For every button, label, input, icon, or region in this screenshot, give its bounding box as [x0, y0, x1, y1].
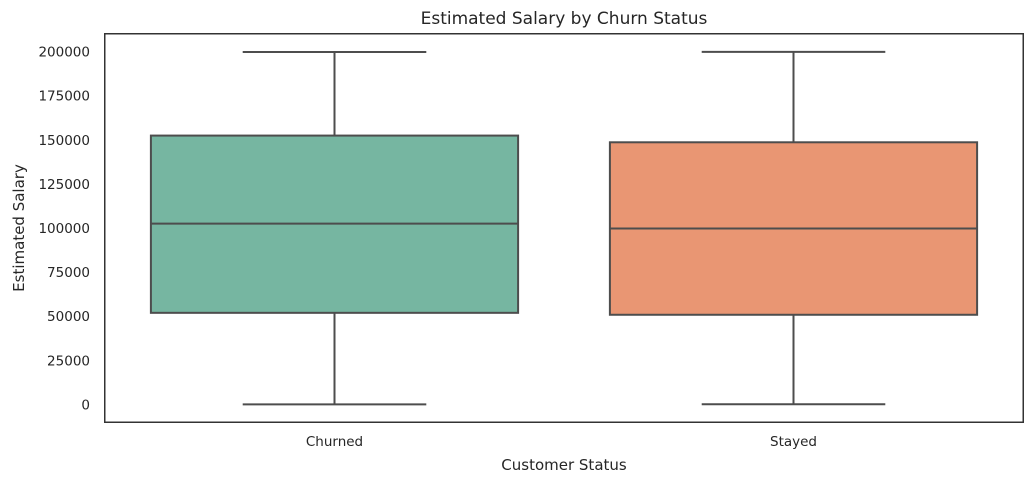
- x-tick-label: Churned: [306, 434, 363, 450]
- x-tick-label: Stayed: [770, 434, 817, 450]
- y-axis-label: Estimated Salary: [10, 164, 28, 292]
- y-axis-ticks: 0 25000 50000 75000 100000 125000 150000 175000…: [38, 45, 90, 414]
- x-axis-ticks: Churned Stayed: [306, 434, 817, 450]
- y-tick-label: 150000: [38, 133, 90, 149]
- y-tick-label: 25000: [47, 353, 90, 369]
- x-axis-label: Customer Status: [501, 456, 627, 474]
- y-tick-label: 125000: [38, 177, 90, 193]
- y-tick-label: 200000: [38, 45, 90, 61]
- chart-title: Estimated Salary by Churn Status: [421, 9, 708, 29]
- y-tick-label: 0: [81, 397, 90, 413]
- plot-frame: [104, 33, 1024, 423]
- y-tick-label: 50000: [47, 309, 90, 325]
- y-tick-label: 75000: [47, 265, 90, 281]
- y-tick-label: 175000: [38, 89, 90, 105]
- y-tick-label: 100000: [38, 221, 90, 237]
- box-group: [149, 50, 979, 406]
